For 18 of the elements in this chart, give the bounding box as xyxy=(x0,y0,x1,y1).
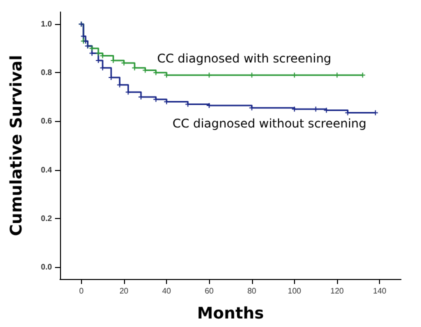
annotation: CC diagnosed without screening xyxy=(172,116,366,131)
y-tick-label: 0.4 xyxy=(40,165,53,174)
x-tick-label: 120 xyxy=(330,286,344,296)
x-tick-label: 100 xyxy=(288,286,302,296)
x-tick-label: 140 xyxy=(373,286,387,296)
x-axis-title: Months xyxy=(197,304,264,322)
annotation: CC diagnosed with screening xyxy=(157,51,332,66)
x-tick-label: 40 xyxy=(162,286,172,296)
y-tick-label: 0.6 xyxy=(40,116,53,126)
x-tick-label: 80 xyxy=(247,286,257,296)
y-tick-label: 0.2 xyxy=(40,214,53,223)
y-tick-label: 0.8 xyxy=(40,68,53,78)
y-tick-label: 1.0 xyxy=(40,20,53,29)
y-tick-label: 0.0 xyxy=(40,262,53,272)
x-tick-label: 20 xyxy=(119,286,129,296)
x-tick-label: 60 xyxy=(204,286,214,296)
x-tick-label: 0 xyxy=(79,286,84,296)
y-axis-title: Cumulative Survival xyxy=(6,55,26,236)
